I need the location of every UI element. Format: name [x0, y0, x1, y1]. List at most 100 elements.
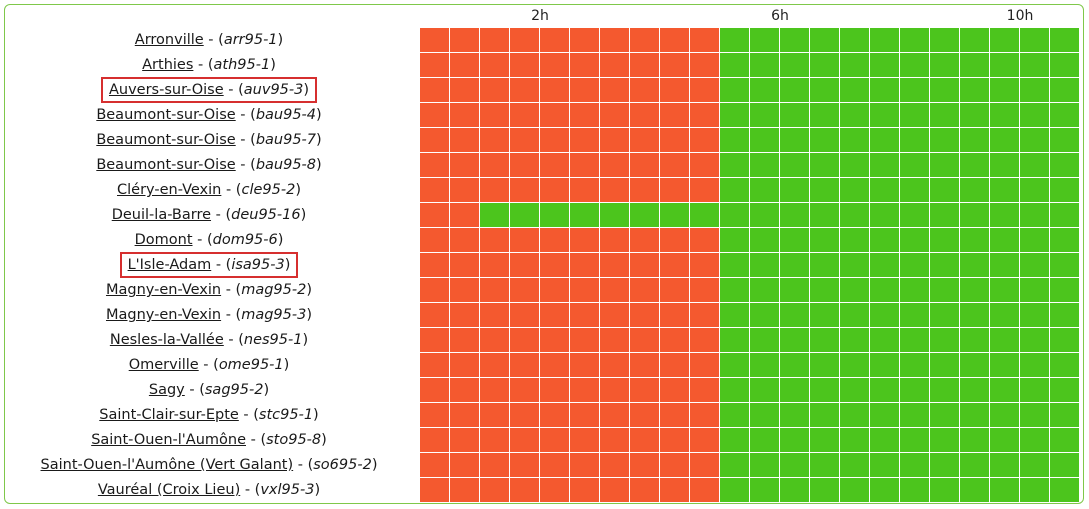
status-cell	[840, 428, 869, 452]
status-cell	[660, 328, 689, 352]
site-row-label: Saint-Clair-sur-Epte - (stc95-1)	[99, 407, 319, 423]
status-cell	[480, 228, 509, 252]
site-name-link[interactable]: Arronville	[134, 32, 204, 48]
status-cell	[480, 28, 509, 52]
status-cell	[600, 178, 629, 202]
status-cell	[480, 428, 509, 452]
status-cell	[420, 128, 449, 152]
status-cell	[480, 453, 509, 477]
status-cell	[600, 353, 629, 377]
status-cell	[900, 278, 929, 302]
status-cell	[810, 278, 839, 302]
status-cell	[810, 178, 839, 202]
status-cell	[780, 303, 809, 327]
status-cell	[510, 228, 539, 252]
site-name-link[interactable]: Domont	[134, 232, 193, 248]
highlight-box	[100, 77, 318, 103]
status-cell	[570, 228, 599, 252]
site-name-link[interactable]: Saint-Ouen-l'Aumône	[91, 432, 246, 448]
status-cell	[990, 128, 1019, 152]
site-name-link[interactable]: Arthies	[142, 57, 194, 73]
site-name-link[interactable]: Sagy	[148, 382, 185, 398]
site-code: sag95-2	[204, 382, 264, 398]
site-name-link[interactable]: Beaumont-sur-Oise	[96, 157, 236, 173]
status-cell	[720, 403, 749, 427]
site-row-label: Beaumont-sur-Oise - (bau95-8)	[96, 157, 322, 173]
status-cell	[1020, 53, 1049, 77]
status-cell	[930, 478, 959, 502]
site-name-link[interactable]: Beaumont-sur-Oise	[96, 107, 236, 123]
status-cell	[750, 103, 779, 127]
status-cell	[1020, 178, 1049, 202]
status-cell	[870, 328, 899, 352]
status-cell	[480, 203, 509, 227]
status-cell	[630, 378, 659, 402]
status-cell	[990, 153, 1019, 177]
status-cell	[630, 303, 659, 327]
status-cell	[630, 353, 659, 377]
status-cell	[810, 428, 839, 452]
status-cell	[1050, 328, 1079, 352]
status-cell	[540, 53, 569, 77]
site-name-link[interactable]: Beaumont-sur-Oise	[96, 132, 236, 148]
status-cell	[630, 253, 659, 277]
status-cell	[510, 428, 539, 452]
status-cell	[660, 428, 689, 452]
site-name-link[interactable]: Cléry-en-Vexin	[117, 182, 222, 198]
status-cell	[630, 28, 659, 52]
site-name-link[interactable]: Omerville	[128, 357, 199, 373]
status-cell	[960, 103, 989, 127]
site-name-link[interactable]: Deuil-la-Barre	[111, 207, 212, 223]
site-name-link[interactable]: Magny-en-Vexin	[105, 282, 222, 298]
status-cell	[720, 78, 749, 102]
status-cell	[570, 478, 599, 502]
status-cell	[810, 478, 839, 502]
status-cell	[480, 128, 509, 152]
status-cell	[1020, 478, 1049, 502]
site-name-link[interactable]: Nesles-la-Vallée	[109, 332, 224, 348]
site-name-link[interactable]: Magny-en-Vexin	[105, 307, 222, 323]
status-cell	[900, 203, 929, 227]
status-cell	[960, 278, 989, 302]
site-name-link[interactable]: L'Isle-Adam	[127, 257, 212, 273]
status-cell	[630, 278, 659, 302]
status-cell	[810, 128, 839, 152]
status-cell	[930, 403, 959, 427]
site-name-link[interactable]: Vauréal (Croix Lieu)	[97, 482, 241, 498]
status-cell	[750, 253, 779, 277]
status-cell	[780, 278, 809, 302]
status-cell	[960, 78, 989, 102]
status-cell	[780, 353, 809, 377]
status-cell	[870, 228, 899, 252]
status-cell	[600, 128, 629, 152]
status-cell	[930, 128, 959, 152]
status-cell	[720, 253, 749, 277]
status-cell	[600, 378, 629, 402]
status-cell	[1050, 353, 1079, 377]
status-cell	[780, 403, 809, 427]
site-name-link[interactable]: Auvers-sur-Oise	[108, 82, 224, 98]
status-cell	[450, 478, 479, 502]
status-cell	[930, 78, 959, 102]
status-cell	[810, 403, 839, 427]
status-cell	[900, 228, 929, 252]
status-cell	[570, 128, 599, 152]
site-name-link[interactable]: Saint-Clair-sur-Epte	[99, 407, 239, 423]
status-cell	[720, 28, 749, 52]
status-cell	[600, 228, 629, 252]
status-cell	[810, 378, 839, 402]
status-cell	[840, 278, 869, 302]
status-cell	[660, 228, 689, 252]
status-cell	[510, 353, 539, 377]
status-cell	[450, 153, 479, 177]
status-cell	[840, 253, 869, 277]
status-cell	[660, 253, 689, 277]
status-cell	[930, 253, 959, 277]
site-name-link[interactable]: Saint-Ouen-l'Aumône (Vert Galant)	[40, 457, 294, 473]
status-cell	[1020, 428, 1049, 452]
status-cell	[840, 403, 869, 427]
site-row-label: Sagy - (sag95-2)	[148, 382, 270, 398]
status-cell	[930, 228, 959, 252]
status-cell	[450, 178, 479, 202]
status-cell	[600, 28, 629, 52]
